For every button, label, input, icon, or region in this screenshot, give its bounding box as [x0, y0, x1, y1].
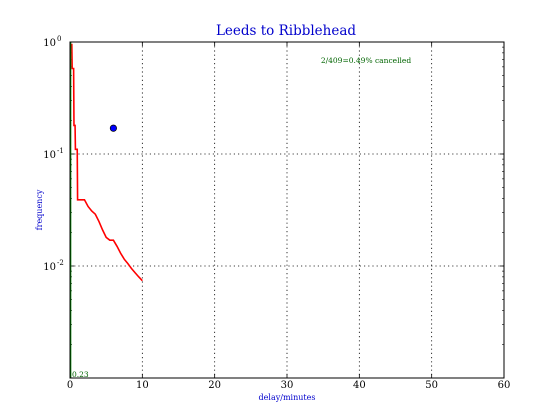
y-tick-base: 10	[43, 38, 56, 49]
x-tick-label: 40	[353, 380, 366, 391]
y-tick-base: 10	[43, 262, 56, 273]
x-tick-label: 20	[208, 380, 221, 391]
y-tick-label: 10	[43, 38, 56, 49]
x-axis-label: delay/minutes	[259, 393, 316, 402]
x-tick-label: 0	[67, 380, 73, 391]
x-tick-label: 30	[281, 380, 294, 391]
x-tick-label: 10	[136, 380, 149, 391]
cancelled-annotation: 2/409=0.49% cancelled	[321, 56, 411, 65]
y-tick-exponent: -2	[57, 259, 64, 267]
min-value-label: 0.23	[72, 370, 89, 379]
y-tick-base: 10	[43, 150, 56, 161]
data-series	[70, 42, 143, 378]
x-tick-label: 60	[498, 380, 511, 391]
grid-lines	[70, 42, 504, 378]
y-tick-label: 10	[43, 262, 56, 273]
y-tick-exponent: 0	[57, 35, 61, 43]
chart-title: Leeds to Ribblehead	[216, 23, 356, 39]
y-tick-exponent: -1	[57, 147, 64, 155]
delay-frequency-line	[70, 43, 143, 282]
y-axis-label: frequency	[35, 189, 44, 230]
x-tick-label: 50	[425, 380, 438, 391]
series-marker	[109, 124, 117, 132]
plot-frame	[69, 41, 505, 379]
x-tick-labels: 0 10 20 30 40 50 60	[67, 380, 511, 391]
y-tick-label: 10	[43, 150, 56, 161]
